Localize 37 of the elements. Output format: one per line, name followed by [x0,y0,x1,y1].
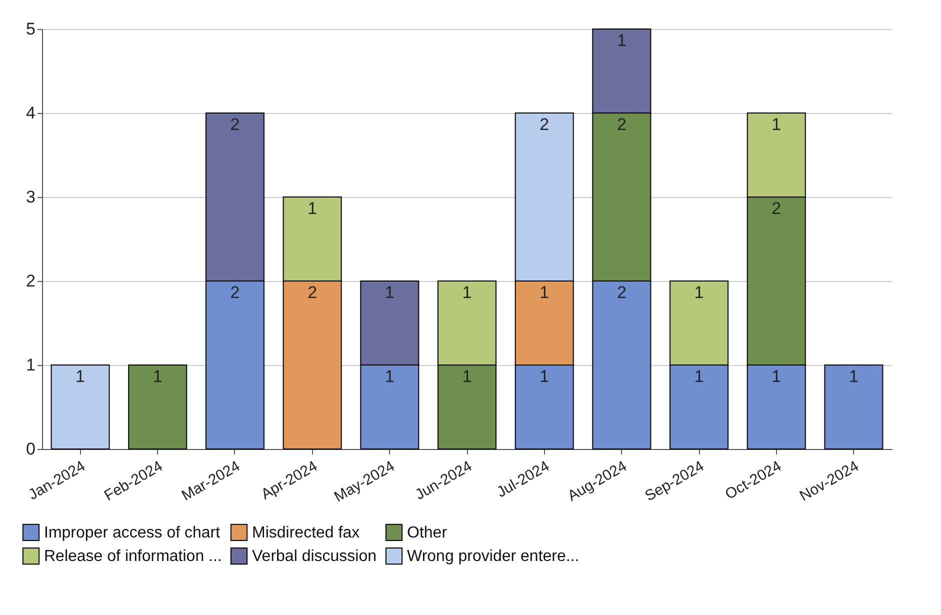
y-tick-label: 5 [26,20,36,38]
bar [128,364,188,450]
legend-label: Misdirected fax [252,524,360,542]
legend-label: Improper access of chart [44,524,221,542]
data-label: 2 [772,199,782,218]
data-label: 1 [848,367,858,386]
data-label: 1 [308,199,318,218]
data-label: 1 [152,367,162,386]
data-label: 2 [616,283,626,302]
data-label: 1 [540,283,550,302]
y-tick-label: 0 [26,440,36,458]
y-tick-label: 3 [26,188,36,206]
y-tick-label: 2 [26,272,36,290]
y-tick-label: 1 [26,356,36,374]
y-tick-label: 4 [26,104,36,122]
data-label: 1 [384,367,394,386]
data-label: 2 [308,283,318,302]
data-label: 1 [462,283,472,302]
data-label: 1 [694,367,704,386]
legend-label: Wrong provider entere... [407,548,580,565]
bar [824,364,884,450]
data-label: 1 [616,31,626,50]
data-label: 1 [772,115,782,134]
data-label: 1 [540,367,550,386]
data-label: 1 [694,283,704,302]
data-label: 2 [540,115,550,134]
data-label: 1 [76,367,86,386]
legend-label: Release of information ... [44,548,222,565]
legend-label: Other [407,524,448,542]
data-label: 1 [462,367,472,386]
legend-label: Verbal discussion [252,548,377,565]
data-label: 2 [230,283,240,302]
data-label: 2 [616,115,626,134]
bar [50,364,110,450]
data-label: 2 [230,115,240,134]
data-label: 1 [384,283,394,302]
data-label: 1 [772,367,782,386]
